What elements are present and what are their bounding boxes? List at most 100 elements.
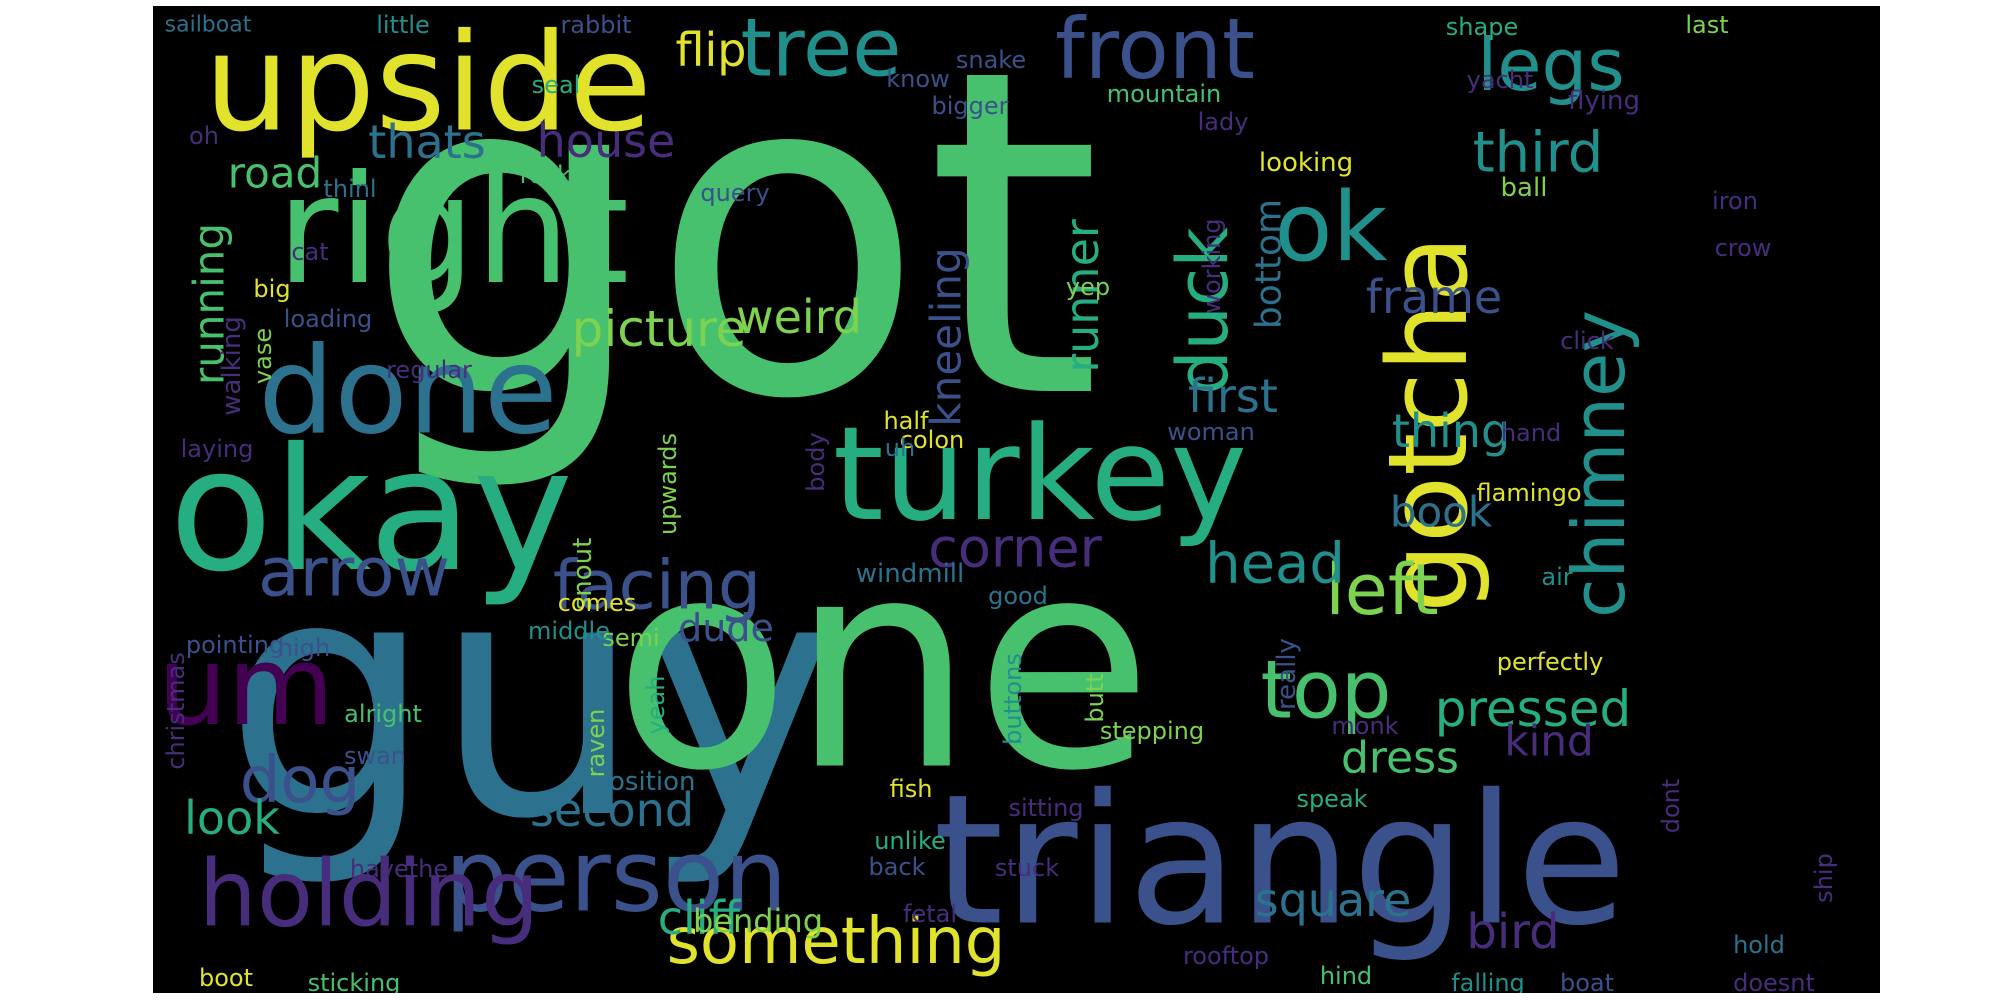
cloud-word-sitting: sitting bbox=[1008, 794, 1083, 822]
word-cloud-background bbox=[153, 6, 1880, 993]
cloud-word-flamingo: flamingo bbox=[1477, 479, 1582, 507]
cloud-word-legs: legs bbox=[1477, 23, 1625, 107]
cloud-word-hand: hand bbox=[1501, 419, 1561, 447]
cloud-word-ship: ship bbox=[1810, 853, 1838, 903]
cloud-word-upwards: upwards bbox=[654, 433, 682, 535]
cloud-word-okay: okay bbox=[169, 412, 573, 610]
cloud-word-little: little bbox=[376, 11, 430, 39]
cloud-word-snout: snout bbox=[568, 538, 598, 611]
cloud-word-query: query bbox=[700, 179, 769, 207]
cloud-word-dont: dont bbox=[1657, 779, 1685, 834]
cloud-word-pointing: pointing bbox=[186, 631, 284, 659]
cloud-word-back: back bbox=[868, 853, 925, 881]
cloud-word-dress: dress bbox=[1341, 733, 1459, 784]
cloud-word-big: big bbox=[253, 275, 290, 303]
cloud-word-right: right bbox=[277, 144, 629, 318]
cloud-word-bottom: bottom bbox=[1249, 199, 1290, 329]
cloud-word-boot: boot bbox=[199, 964, 253, 992]
cloud-word-second: second bbox=[530, 783, 694, 837]
cloud-word-laying: laying bbox=[181, 435, 254, 463]
cloud-word-pressed: pressed bbox=[1435, 680, 1632, 738]
cloud-word-kind: kind bbox=[1504, 717, 1593, 766]
cloud-word-butt: butt bbox=[1081, 673, 1109, 722]
cloud-word-thing: thing bbox=[1392, 404, 1510, 458]
cloud-word-working: working bbox=[1198, 218, 1226, 313]
cloud-word-havethe: havethe bbox=[350, 855, 448, 883]
cloud-word-vase: vase bbox=[249, 328, 277, 384]
cloud-word-mountain: mountain bbox=[1107, 80, 1221, 108]
cloud-word-fetal: fetal bbox=[903, 900, 957, 928]
cloud-word-body: body bbox=[802, 432, 830, 491]
cloud-word-looking: looking bbox=[1259, 148, 1353, 178]
cloud-word-flying: flying bbox=[1568, 86, 1640, 116]
cloud-word-bird: bird bbox=[1466, 904, 1559, 960]
cloud-word-picture: picture bbox=[572, 300, 747, 358]
cloud-word-upside: upside bbox=[204, 6, 652, 162]
cloud-word-sailboat: sailboat bbox=[165, 13, 252, 38]
cloud-word-raven: raven bbox=[582, 709, 610, 778]
cloud-word-shape: shape bbox=[1446, 13, 1518, 41]
cloud-word-person: person bbox=[445, 818, 788, 935]
cloud-word-frame: frame bbox=[1366, 270, 1502, 324]
cloud-word-turkey: turkey bbox=[833, 398, 1247, 550]
cloud-word-facing: facing bbox=[553, 547, 761, 626]
cloud-word-uh: uh bbox=[885, 434, 915, 462]
cloud-word-comes: comes bbox=[558, 589, 637, 617]
cloud-word-yeah: yeah bbox=[642, 676, 670, 735]
cloud-word-half: half bbox=[883, 407, 929, 435]
cloud-word-flip: flip bbox=[676, 23, 747, 77]
cloud-word-sticking: sticking bbox=[308, 969, 401, 993]
cloud-word-stepping: stepping bbox=[1100, 717, 1204, 745]
cloud-word-really: really bbox=[1272, 638, 1302, 710]
cloud-word-boat: boat bbox=[1560, 969, 1614, 993]
cloud-word-thats: thats bbox=[368, 115, 485, 169]
cloud-word-walking: walking bbox=[217, 316, 247, 416]
cloud-word-hold: hold bbox=[1733, 931, 1785, 959]
cloud-word-rabbit: rabbit bbox=[560, 11, 631, 39]
cloud-word-bending: bending bbox=[693, 902, 823, 940]
cloud-word-high: high bbox=[278, 634, 330, 662]
cloud-word-crow: crow bbox=[1715, 234, 1772, 262]
cloud-word-rocket: rocket bbox=[520, 161, 594, 189]
cloud-word-square: square bbox=[1255, 873, 1412, 927]
cloud-word-oh: oh bbox=[189, 122, 219, 150]
cloud-word-position: position bbox=[593, 767, 696, 797]
word-cloud-panel: got guy one triangle okay right upside turkey do… bbox=[153, 6, 1880, 993]
cloud-word-weird: weird bbox=[736, 290, 862, 344]
cloud-word-semi: semi bbox=[602, 624, 659, 652]
cloud-word-um: um bbox=[158, 622, 335, 750]
cloud-word-triangle: triangle bbox=[933, 757, 1627, 966]
cloud-word-ok: ok bbox=[1274, 173, 1387, 283]
cloud-word-loading: loading bbox=[284, 305, 372, 333]
cloud-word-falling: falling bbox=[1451, 969, 1525, 993]
cloud-word-book: book bbox=[1390, 488, 1493, 537]
cloud-word-first: first bbox=[1188, 369, 1278, 423]
cloud-word-buttons: buttons bbox=[999, 653, 1027, 745]
cloud-word-good: good bbox=[988, 582, 1048, 610]
cloud-word-doesnt: doesnt bbox=[1733, 969, 1815, 993]
cloud-word-done: done bbox=[258, 323, 557, 462]
cloud-word-perfectly: perfectly bbox=[1497, 648, 1604, 676]
cloud-word-something: something bbox=[667, 905, 1006, 979]
cloud-word-head: head bbox=[1205, 532, 1345, 597]
cloud-word-rooftop: rooftop bbox=[1183, 942, 1269, 970]
cloud-word-road: road bbox=[228, 149, 322, 198]
cloud-word-gotcha: gotcha bbox=[1364, 235, 1492, 613]
cloud-word-look: look bbox=[184, 791, 280, 845]
cloud-word-bigger: bigger bbox=[931, 92, 1008, 120]
cloud-word-house: house bbox=[537, 114, 676, 168]
cloud-word-christmas: christmas bbox=[162, 652, 190, 769]
cloud-word-swan: swan bbox=[344, 742, 406, 770]
cloud-word-regular: regular bbox=[386, 356, 472, 384]
cloud-word-middle: middle bbox=[528, 617, 610, 645]
cloud-word-left: left bbox=[1325, 549, 1438, 631]
cloud-word-runner: runner bbox=[1055, 219, 1109, 373]
cloud-word-ball: ball bbox=[1501, 173, 1548, 203]
cloud-word-running: running bbox=[185, 223, 234, 385]
cloud-word-cat: cat bbox=[291, 238, 328, 266]
cloud-word-seal: seal bbox=[532, 71, 581, 99]
cloud-word-thinl: thinl bbox=[323, 175, 376, 203]
cloud-word-duck: duck bbox=[1162, 227, 1244, 395]
cloud-word-click: click bbox=[1560, 327, 1614, 355]
